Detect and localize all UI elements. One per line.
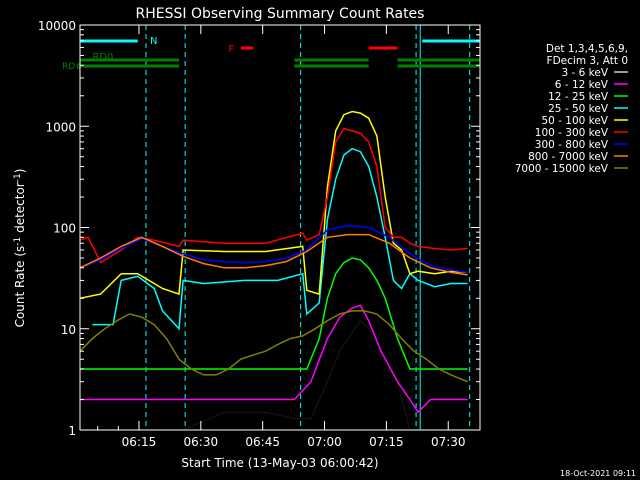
chart-title: RHESSI Observing Summary Count Rates [136,6,425,22]
series-line-7 [80,233,468,276]
series-line-2 [80,257,468,370]
annotation-label: F [228,44,234,55]
series-line-8 [80,310,468,383]
series-line-3 [92,147,468,331]
x-axis-label: Start Time (13-May-03 06:00:42) [181,456,378,470]
legend-header: FDecim 3, Att 0 [547,55,628,67]
y-axis-label-part: ) [13,169,27,174]
series-line-1 [80,304,468,414]
legend-label: 100 - 300 keV [535,127,609,139]
annotation-label: RD# [62,62,83,72]
date-stamp: 18-Oct-2021 09:11 [560,469,636,478]
x-tick-label: 07:30 [431,435,466,449]
y-tick-label: 10 [61,323,76,337]
legend-label: 6 - 12 keV [555,79,609,91]
y-axis-label: Count Rate (s-1 detector-1) [13,169,27,328]
legend-label: 7000 - 15000 keV [515,163,609,175]
legend-label: 50 - 100 keV [541,115,608,127]
y-tick-label: 10000 [38,19,76,33]
y-tick-label: 1000 [45,120,76,134]
series-line-4 [80,110,468,300]
legend: Det 1,3,4,5,6,9,FDecim 3, Att 03 - 6 keV… [515,43,628,175]
x-tick-label: 06:45 [245,435,280,449]
series-line-5 [80,127,468,264]
y-axis-label-sup: -1 [13,237,23,246]
legend-label: 25 - 50 keV [548,103,609,115]
y-axis-label-part: detector [13,182,27,237]
series-line-6 [80,224,468,274]
plot-area: N F RD0 RD# 1 10 100 1000 10000 06:15 06:30 06:45 07… [38,19,481,449]
x-tick-label: 06:30 [184,435,219,449]
legend-label: 800 - 7000 keV [528,151,609,163]
x-tick-label: 06:15 [122,435,157,449]
legend-label: 300 - 800 keV [535,139,609,151]
y-tick-label: 1 [68,424,76,438]
series-line-0 [80,319,468,430]
annotation-label: N [150,36,157,47]
y-axis-label-part: Count Rate (s [13,246,27,328]
legend-header: Det 1,3,4,5,6,9, [546,43,628,55]
y-tick-label: 100 [53,222,76,236]
x-tick-label: 07:00 [307,435,342,449]
series-group [80,110,468,430]
x-tick-label: 07:15 [369,435,404,449]
annotation-label: RD0 [92,52,113,63]
legend-label: 3 - 6 keV [561,67,608,79]
y-axis-label-sup: -1 [13,173,23,182]
legend-label: 12 - 25 keV [548,91,609,103]
